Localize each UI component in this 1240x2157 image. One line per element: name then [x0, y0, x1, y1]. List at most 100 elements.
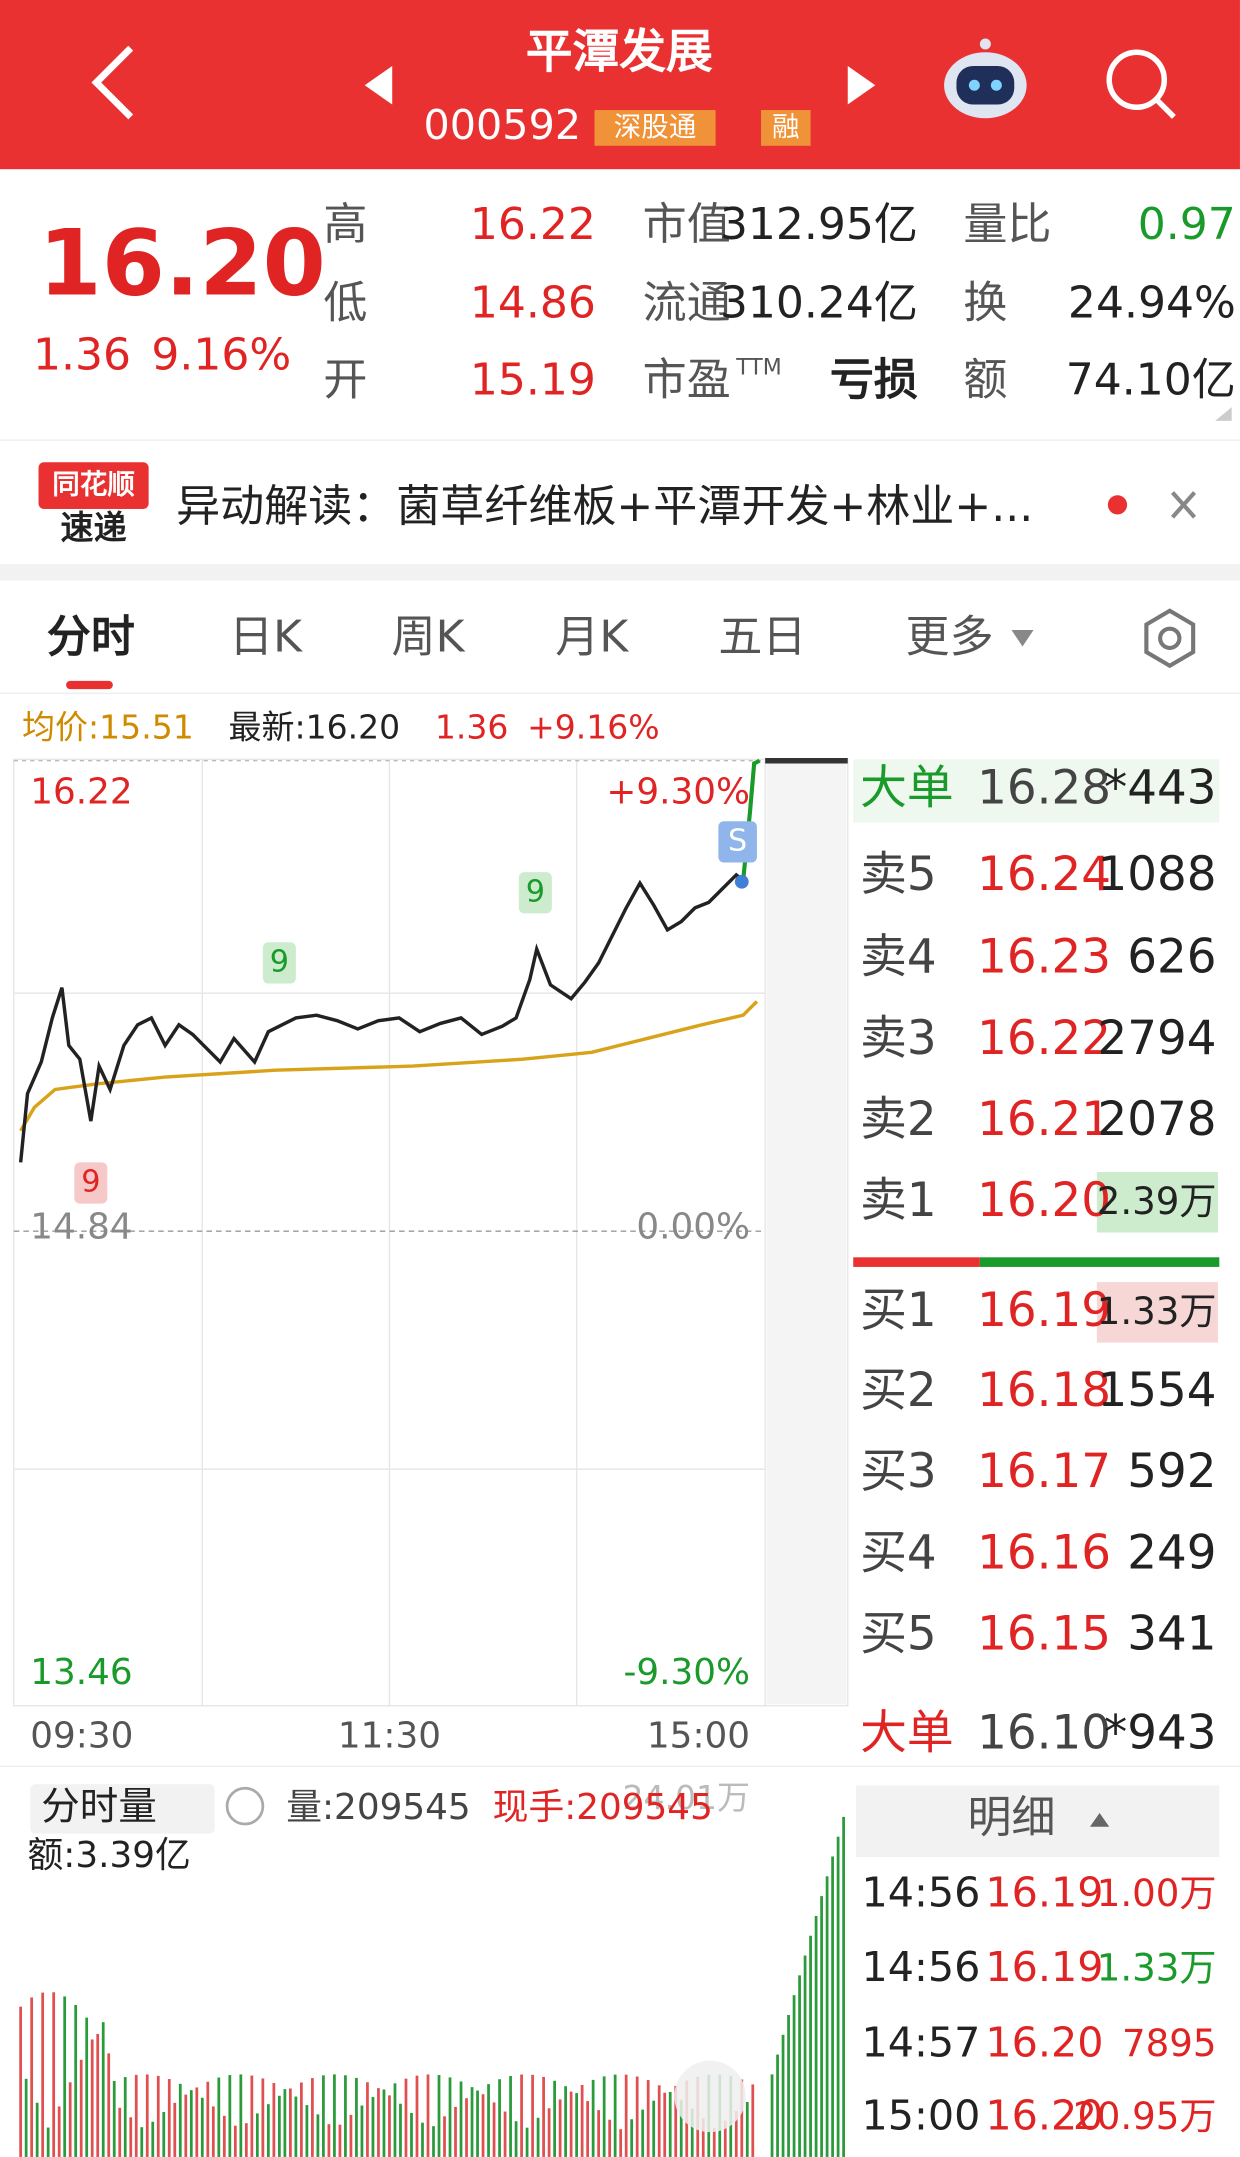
volume-bar [492, 2102, 496, 2157]
volume-bar [575, 2093, 579, 2157]
volume-bar [657, 2085, 661, 2157]
stat-value: 312.95亿 [720, 199, 918, 250]
volume-bar [569, 2091, 573, 2157]
book-volume: 249 [1127, 1526, 1216, 1580]
volume-bar [476, 2090, 479, 2157]
avg-price-line [19, 1000, 759, 1132]
fullscreen-button[interactable] [674, 2060, 746, 2133]
close-news[interactable] [1170, 491, 1197, 519]
volume-bar [751, 2084, 755, 2157]
tab[interactable]: 周K [392, 612, 466, 663]
volume-bar [465, 2098, 468, 2157]
trade-time: 14:57 [862, 2019, 981, 2067]
search-button[interactable] [1106, 49, 1176, 119]
tab[interactable]: 日K [229, 612, 303, 663]
volume-bar [118, 2107, 122, 2157]
volume-bar [322, 2075, 325, 2157]
volume-bar [776, 2054, 779, 2157]
tab[interactable]: 月K [555, 612, 629, 663]
volume-max: 24.01万 [622, 1778, 750, 1817]
prev-stock[interactable] [364, 66, 393, 105]
book-price: 16.16 [977, 1526, 1111, 1580]
volume-bar [112, 2081, 116, 2157]
tag: 融 [772, 111, 800, 143]
tab-underline [66, 680, 113, 690]
volume-bar [305, 2105, 309, 2157]
volume-bar [333, 2074, 336, 2157]
volume-bar [531, 2074, 534, 2157]
y-label-left: 14.84 [30, 1206, 132, 1247]
change-pct: +9.16% [527, 708, 660, 747]
volume-bar [674, 2085, 678, 2157]
volume-bar [630, 2119, 634, 2157]
ask1-bg [1096, 1172, 1218, 1233]
volume-bar [360, 2105, 364, 2157]
details-title[interactable]: 明细 [967, 1792, 1055, 1843]
stat-label-sup: TTM [735, 356, 781, 381]
gap [0, 563, 1240, 581]
volume-bar [470, 2087, 474, 2157]
news-text[interactable]: 异动解读：菌草纤维板+平潭开发+林业+... [176, 481, 1033, 532]
volume-bar [140, 2127, 144, 2157]
volume-bar [129, 2117, 133, 2157]
volume-bar [189, 2090, 193, 2157]
volume-bar [481, 2094, 485, 2157]
last-point [734, 874, 749, 889]
settings[interactable] [1144, 608, 1196, 669]
volume-bar [151, 2121, 155, 2157]
volume-bar [404, 2078, 408, 2157]
tab[interactable]: 分时 [47, 612, 135, 663]
volume-bar [641, 2109, 645, 2157]
volume-bar [437, 2075, 441, 2157]
volume-bar [250, 2075, 254, 2157]
volume-bar [745, 2101, 749, 2157]
avg-price: 均价:15.51 [22, 708, 194, 747]
book-volume: *443 [1104, 761, 1217, 815]
trade-volume: 1.33万 [1097, 1946, 1217, 1989]
volume-bar [344, 2075, 347, 2157]
details-bg[interactable] [855, 1785, 1220, 1858]
volume-bar [107, 2053, 111, 2157]
volume-bar [525, 2127, 529, 2157]
volume-bar [228, 2075, 232, 2157]
next-stock[interactable] [847, 66, 876, 105]
book-volume: 626 [1127, 931, 1216, 985]
book-volume: 2078 [1098, 1093, 1217, 1147]
volume-bar [222, 2115, 226, 2157]
book-volume: 1554 [1098, 1364, 1217, 1418]
help-icon[interactable] [225, 1786, 265, 1826]
assistant-icon[interactable] [944, 38, 1027, 119]
markers [74, 821, 757, 1204]
volume-bar [652, 2100, 656, 2157]
tab[interactable]: 更多 [906, 612, 994, 663]
volume-bar [19, 2006, 23, 2157]
stock-code: 000592 [424, 101, 582, 149]
volume-selector[interactable]: 分时量 [41, 1784, 157, 1829]
book-volume: 1088 [1098, 848, 1217, 902]
book-price: 16.20 [977, 1174, 1111, 1228]
volume-bar [79, 2059, 83, 2157]
volume-bar [690, 2108, 694, 2157]
selector-bg[interactable] [30, 1784, 215, 1834]
volume-bar [294, 2096, 298, 2157]
volume-bar [734, 2111, 738, 2157]
volume-bar [564, 2086, 567, 2157]
volume-bar [781, 2034, 785, 2157]
book-label: 买3 [860, 1445, 937, 1499]
big-sell-bg [853, 759, 1220, 823]
tab[interactable]: 五日 [718, 612, 806, 663]
volume-bar [338, 2124, 342, 2157]
back-button[interactable] [91, 45, 134, 120]
sell-ratio [979, 1257, 1220, 1267]
book-price: 16.15 [977, 1607, 1111, 1661]
stat-label: 开 [323, 354, 367, 405]
stat-label: 市值 [643, 199, 731, 250]
volume-bar [514, 2121, 518, 2157]
book-price: 16.24 [977, 848, 1111, 902]
volume-bar [498, 2079, 501, 2157]
volume-bar [558, 2099, 562, 2157]
price-line [18, 872, 745, 1163]
book-price: 16.17 [977, 1445, 1111, 1499]
volume-bar [787, 2014, 790, 2157]
